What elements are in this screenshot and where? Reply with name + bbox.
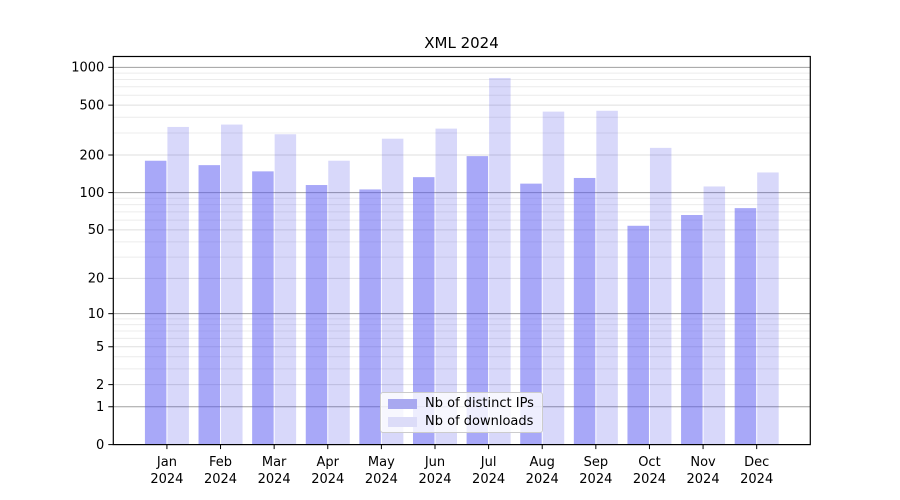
bar-distinct-ips-feb	[198, 165, 221, 446]
bar-downloads-may	[381, 138, 404, 445]
x-tick-label-year: 2024	[418, 472, 451, 487]
bar-downloads-jan	[167, 126, 189, 446]
x-tick-label-month: Feb	[209, 455, 232, 470]
y-tick-label: 20	[88, 272, 105, 287]
legend-label-distinct-ips: Nb of distinct IPs	[425, 396, 534, 411]
y-tick-label: 2	[96, 378, 104, 393]
bar-downloads-aug	[542, 111, 565, 446]
bar-distinct-ips-aug	[520, 183, 542, 446]
x-tick-label-year: 2024	[579, 472, 612, 487]
x-tick-label-month: Jun	[424, 455, 445, 470]
y-tick-label: 50	[88, 223, 105, 238]
bar-downloads-jun	[435, 128, 457, 446]
x-tick-label-year: 2024	[687, 472, 720, 487]
bar-distinct-ips-jan	[144, 160, 167, 446]
chart-title: XML 2024	[424, 34, 499, 52]
x-tick-label-year: 2024	[633, 472, 666, 487]
x-tick-label-month: Oct	[638, 455, 660, 470]
bar-downloads-dec	[757, 172, 779, 446]
y-tick-label: 1000	[71, 61, 104, 76]
x-tick-label-month: May	[368, 455, 395, 470]
plot-frame	[112, 55, 811, 446]
y-tick-label: 500	[79, 98, 104, 113]
bar-distinct-ips-may	[359, 189, 381, 445]
x-tick-label-year: 2024	[258, 472, 291, 487]
x-tick-label-year: 2024	[150, 472, 183, 487]
legend-item-downloads: Nb of downloads	[381, 414, 542, 429]
bar-downloads-jul	[489, 77, 511, 445]
bar-distinct-ips-oct	[627, 225, 649, 445]
y-tick-label: 5	[96, 340, 104, 355]
y-tick-label: 100	[79, 186, 104, 201]
bar-distinct-ips-apr	[305, 185, 328, 445]
x-tick-label-year: 2024	[526, 472, 559, 487]
x-tick-label-month: Jul	[480, 455, 497, 470]
y-tick-label: 10	[88, 307, 105, 322]
legend-label-downloads: Nb of downloads	[425, 414, 534, 429]
x-tick-label-month: Sep	[584, 455, 609, 470]
x-tick-label-month: Nov	[690, 455, 716, 470]
y-tick-label: 1	[96, 400, 104, 415]
x-tick-label-month: Apr	[317, 455, 340, 470]
bar-downloads-nov	[703, 186, 726, 445]
legend-swatch-distinct-ips-icon	[388, 398, 417, 409]
x-tick-label-year: 2024	[365, 472, 398, 487]
bar-downloads-apr	[328, 160, 350, 446]
legend: Nb of distinct IPs Nb of downloads	[380, 392, 543, 433]
bar-distinct-ips-jun	[412, 177, 435, 446]
x-tick-label-year: 2024	[311, 472, 344, 487]
bar-distinct-ips-dec	[734, 208, 757, 445]
legend-swatch-downloads-icon	[388, 416, 417, 427]
legend-item-distinct-ips: Nb of distinct IPs	[381, 396, 542, 411]
x-tick-label-month: Dec	[744, 455, 769, 470]
bar-distinct-ips-jul	[466, 156, 489, 445]
x-tick-label-month: Mar	[262, 455, 287, 470]
bar-downloads-oct	[649, 147, 672, 446]
x-tick-label-month: Jan	[156, 455, 177, 470]
x-tick-label-year: 2024	[204, 472, 237, 487]
x-tick-label-year: 2024	[740, 472, 773, 487]
bar-downloads-sep	[596, 110, 618, 445]
bar-distinct-ips-nov	[681, 215, 703, 445]
bar-downloads-mar	[274, 134, 297, 445]
y-tick-label: 0	[96, 438, 104, 453]
y-tick-label: 200	[79, 148, 104, 163]
x-tick-label-month: Aug	[530, 455, 555, 470]
bar-downloads-feb	[221, 124, 243, 445]
x-tick-label-year: 2024	[472, 472, 505, 487]
bar-distinct-ips-sep	[573, 177, 596, 445]
bar-distinct-ips-mar	[252, 171, 274, 445]
